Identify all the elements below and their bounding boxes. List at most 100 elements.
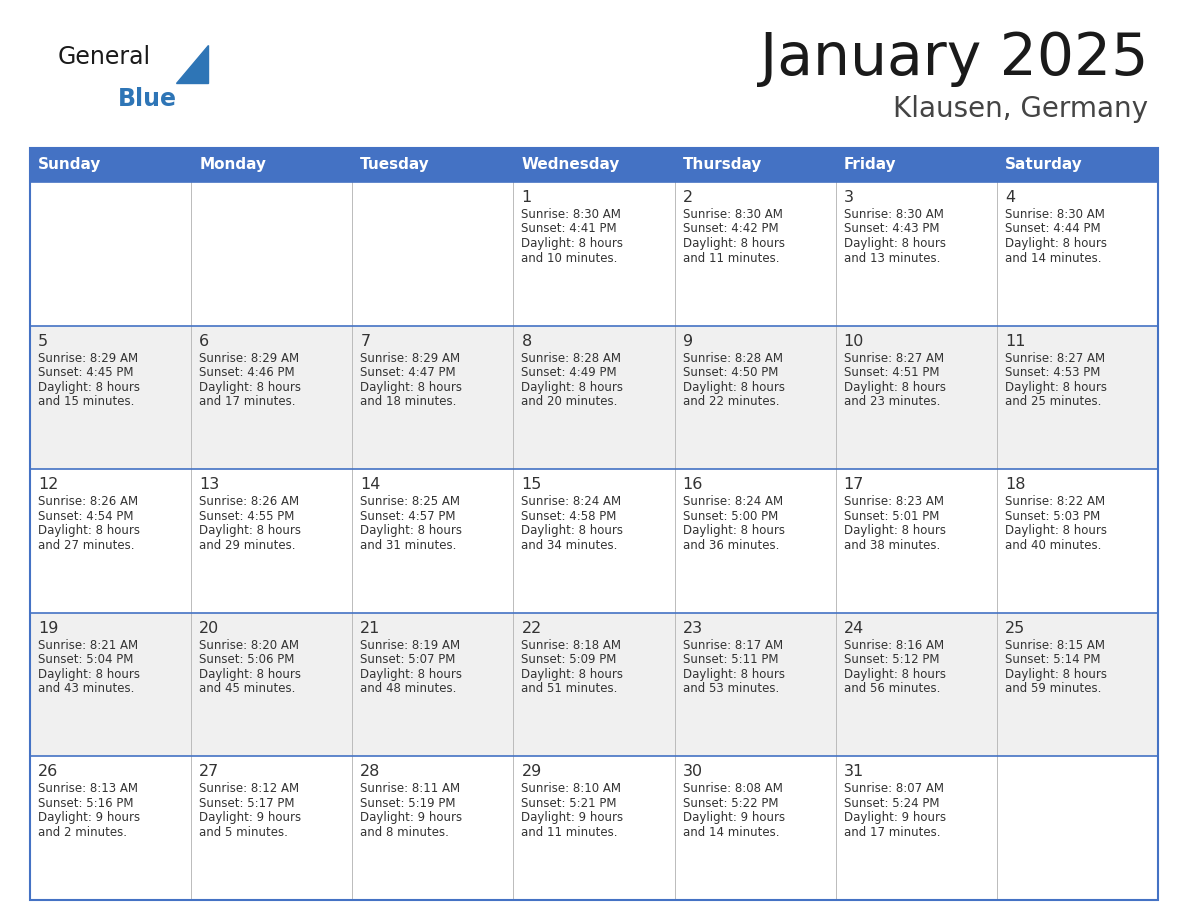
Text: and 11 minutes.: and 11 minutes. [522, 826, 618, 839]
Text: Daylight: 8 hours: Daylight: 8 hours [843, 667, 946, 681]
Bar [30, 326, 1158, 469]
Text: Sunrise: 8:11 AM: Sunrise: 8:11 AM [360, 782, 461, 795]
Text: Daylight: 8 hours: Daylight: 8 hours [683, 524, 784, 537]
Text: 20: 20 [200, 621, 220, 636]
Text: Sunset: 4:46 PM: Sunset: 4:46 PM [200, 366, 295, 379]
Text: Sunset: 4:54 PM: Sunset: 4:54 PM [38, 509, 133, 522]
Text: and 40 minutes.: and 40 minutes. [1005, 539, 1101, 552]
Text: Sunset: 5:00 PM: Sunset: 5:00 PM [683, 509, 778, 522]
Text: 13: 13 [200, 477, 220, 492]
Text: and 34 minutes.: and 34 minutes. [522, 539, 618, 552]
Text: Daylight: 8 hours: Daylight: 8 hours [38, 381, 140, 394]
Text: Sunrise: 8:07 AM: Sunrise: 8:07 AM [843, 782, 943, 795]
Text: Sunset: 5:11 PM: Sunset: 5:11 PM [683, 654, 778, 666]
Text: 2: 2 [683, 190, 693, 205]
Text: Sunset: 5:06 PM: Sunset: 5:06 PM [200, 654, 295, 666]
Text: and 59 minutes.: and 59 minutes. [1005, 682, 1101, 695]
Text: Sunset: 5:22 PM: Sunset: 5:22 PM [683, 797, 778, 810]
Text: Sunrise: 8:30 AM: Sunrise: 8:30 AM [843, 208, 943, 221]
Text: Daylight: 8 hours: Daylight: 8 hours [843, 237, 946, 250]
Text: 14: 14 [360, 477, 380, 492]
Text: and 43 minutes.: and 43 minutes. [38, 682, 134, 695]
Text: Sunset: 5:14 PM: Sunset: 5:14 PM [1005, 654, 1100, 666]
Text: Sunrise: 8:20 AM: Sunrise: 8:20 AM [200, 639, 299, 652]
Text: and 45 minutes.: and 45 minutes. [200, 682, 296, 695]
Text: Daylight: 9 hours: Daylight: 9 hours [200, 812, 302, 824]
Text: Daylight: 8 hours: Daylight: 8 hours [200, 667, 301, 681]
Text: Sunset: 4:41 PM: Sunset: 4:41 PM [522, 222, 617, 236]
Text: and 15 minutes.: and 15 minutes. [38, 395, 134, 409]
Text: Sunrise: 8:26 AM: Sunrise: 8:26 AM [38, 495, 138, 509]
Text: Daylight: 9 hours: Daylight: 9 hours [522, 812, 624, 824]
Text: Friday: Friday [843, 158, 896, 173]
Text: 8: 8 [522, 333, 532, 349]
Text: Sunrise: 8:19 AM: Sunrise: 8:19 AM [360, 639, 461, 652]
Text: Daylight: 8 hours: Daylight: 8 hours [683, 667, 784, 681]
Text: and 20 minutes.: and 20 minutes. [522, 395, 618, 409]
Text: 15: 15 [522, 477, 542, 492]
Text: 10: 10 [843, 333, 864, 349]
Text: and 56 minutes.: and 56 minutes. [843, 682, 940, 695]
Text: Daylight: 8 hours: Daylight: 8 hours [683, 237, 784, 250]
Text: and 22 minutes.: and 22 minutes. [683, 395, 779, 409]
Text: Sunset: 4:44 PM: Sunset: 4:44 PM [1005, 222, 1100, 236]
Text: 23: 23 [683, 621, 702, 636]
Text: Sunrise: 8:15 AM: Sunrise: 8:15 AM [1005, 639, 1105, 652]
Text: Daylight: 9 hours: Daylight: 9 hours [683, 812, 785, 824]
Text: and 14 minutes.: and 14 minutes. [683, 826, 779, 839]
Text: Sunset: 4:50 PM: Sunset: 4:50 PM [683, 366, 778, 379]
Text: Daylight: 8 hours: Daylight: 8 hours [843, 381, 946, 394]
Text: Sunrise: 8:27 AM: Sunrise: 8:27 AM [843, 352, 943, 364]
Text: Sunset: 5:19 PM: Sunset: 5:19 PM [360, 797, 456, 810]
Text: Monday: Monday [200, 158, 266, 173]
Text: Sunset: 5:01 PM: Sunset: 5:01 PM [843, 509, 939, 522]
Text: Sunrise: 8:23 AM: Sunrise: 8:23 AM [843, 495, 943, 509]
Text: 21: 21 [360, 621, 380, 636]
Text: Sunrise: 8:29 AM: Sunrise: 8:29 AM [200, 352, 299, 364]
Text: and 51 minutes.: and 51 minutes. [522, 682, 618, 695]
Text: 29: 29 [522, 765, 542, 779]
Text: Sunset: 4:51 PM: Sunset: 4:51 PM [843, 366, 940, 379]
Text: and 18 minutes.: and 18 minutes. [360, 395, 456, 409]
Text: 6: 6 [200, 333, 209, 349]
Text: Sunset: 5:03 PM: Sunset: 5:03 PM [1005, 509, 1100, 522]
Polygon shape [176, 45, 208, 83]
Text: and 29 minutes.: and 29 minutes. [200, 539, 296, 552]
Text: Daylight: 8 hours: Daylight: 8 hours [200, 524, 301, 537]
Text: 18: 18 [1005, 477, 1025, 492]
Text: and 36 minutes.: and 36 minutes. [683, 539, 779, 552]
Text: Sunset: 5:16 PM: Sunset: 5:16 PM [38, 797, 133, 810]
Text: Daylight: 8 hours: Daylight: 8 hours [1005, 524, 1107, 537]
Text: and 11 minutes.: and 11 minutes. [683, 252, 779, 264]
Text: 9: 9 [683, 333, 693, 349]
Text: and 5 minutes.: and 5 minutes. [200, 826, 287, 839]
Text: Sunrise: 8:21 AM: Sunrise: 8:21 AM [38, 639, 138, 652]
Text: 11: 11 [1005, 333, 1025, 349]
Text: 4: 4 [1005, 190, 1015, 205]
Text: 22: 22 [522, 621, 542, 636]
Text: and 53 minutes.: and 53 minutes. [683, 682, 779, 695]
Text: Saturday: Saturday [1005, 158, 1082, 173]
Text: Sunset: 5:21 PM: Sunset: 5:21 PM [522, 797, 617, 810]
Text: Sunrise: 8:24 AM: Sunrise: 8:24 AM [522, 495, 621, 509]
Text: Daylight: 9 hours: Daylight: 9 hours [843, 812, 946, 824]
Text: Daylight: 8 hours: Daylight: 8 hours [683, 381, 784, 394]
Text: Klausen, Germany: Klausen, Germany [893, 95, 1148, 123]
Text: 24: 24 [843, 621, 864, 636]
Text: Sunset: 4:45 PM: Sunset: 4:45 PM [38, 366, 133, 379]
Text: and 17 minutes.: and 17 minutes. [200, 395, 296, 409]
Text: Sunday: Sunday [38, 158, 101, 173]
Bar [30, 469, 1158, 613]
Text: Sunset: 5:07 PM: Sunset: 5:07 PM [360, 654, 456, 666]
Text: Sunset: 4:58 PM: Sunset: 4:58 PM [522, 509, 617, 522]
Text: Wednesday: Wednesday [522, 158, 620, 173]
Text: and 48 minutes.: and 48 minutes. [360, 682, 456, 695]
Text: January 2025: January 2025 [759, 30, 1148, 87]
Text: Sunrise: 8:12 AM: Sunrise: 8:12 AM [200, 782, 299, 795]
Text: Daylight: 8 hours: Daylight: 8 hours [1005, 667, 1107, 681]
Text: Sunset: 5:04 PM: Sunset: 5:04 PM [38, 654, 133, 666]
Text: 16: 16 [683, 477, 703, 492]
Text: and 14 minutes.: and 14 minutes. [1005, 252, 1101, 264]
Text: Sunrise: 8:30 AM: Sunrise: 8:30 AM [522, 208, 621, 221]
Text: Sunset: 4:55 PM: Sunset: 4:55 PM [200, 509, 295, 522]
